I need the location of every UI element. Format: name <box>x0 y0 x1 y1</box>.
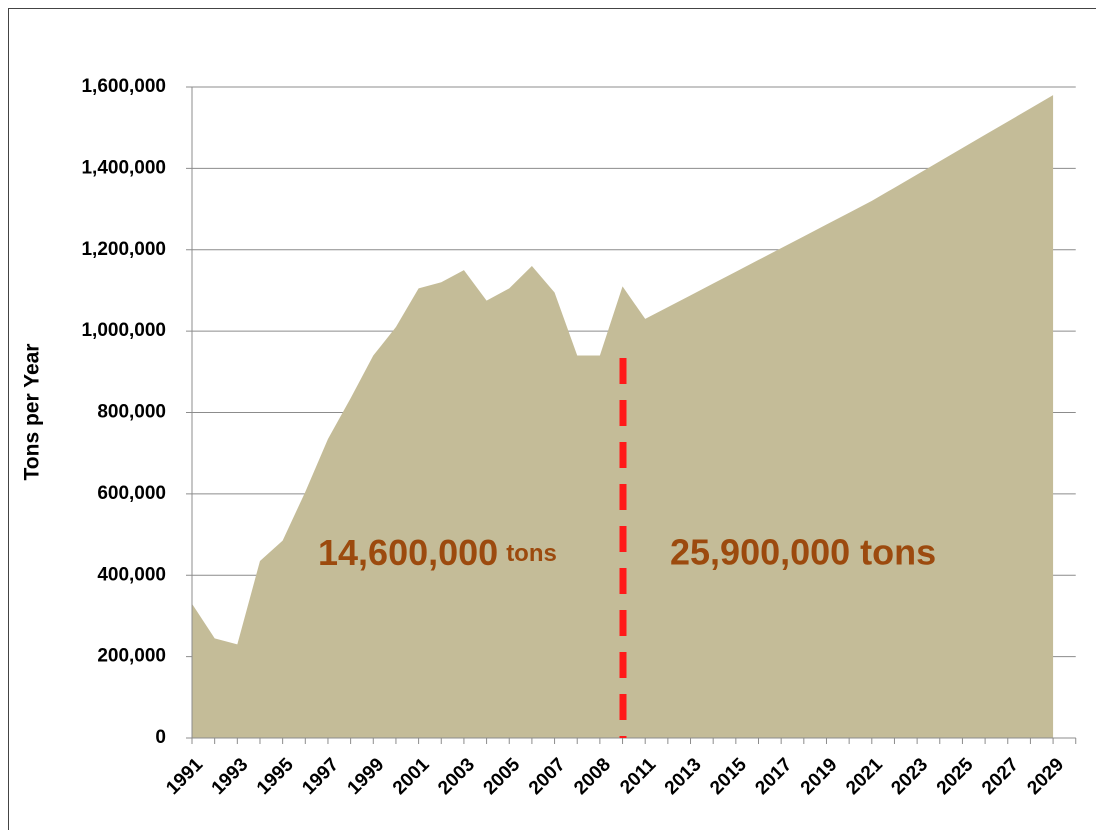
y-tick-label: 400,000 <box>97 564 166 585</box>
annotation: 14,600,000 tons <box>318 532 557 573</box>
y-tick-label: 1,400,000 <box>81 157 166 178</box>
y-tick-label: 800,000 <box>97 402 166 423</box>
y-tick-label: 1,600,000 <box>81 76 166 97</box>
y-tick-label: 1,200,000 <box>81 239 166 260</box>
y-tick-label: 1,000,000 <box>81 320 166 341</box>
y-tick-label: 600,000 <box>97 483 166 504</box>
annotation-value: 14,600,000 <box>318 532 498 573</box>
annotation: 25,900,000 tons <box>670 532 936 573</box>
y-tick-label: 0 <box>155 727 166 748</box>
y-tick-label: 200,000 <box>97 646 166 667</box>
annotation-unit: tons <box>506 540 557 567</box>
y-axis-label: Tons per Year <box>21 344 44 481</box>
